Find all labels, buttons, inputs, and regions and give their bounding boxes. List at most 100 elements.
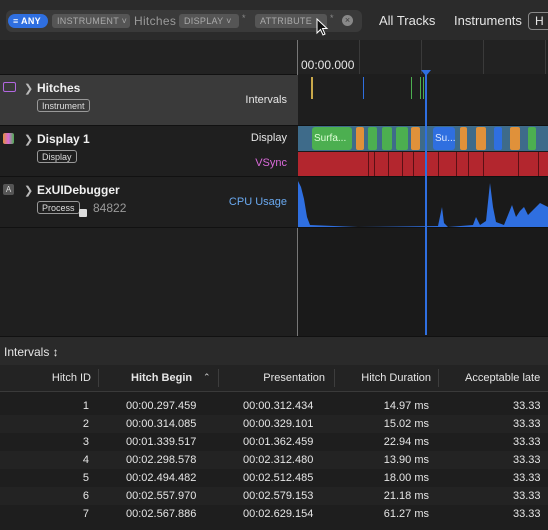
table-row[interactable]: 6 00:02.557.970 00:02.579.153 21.18 ms 33.33: [0, 487, 548, 505]
table-row[interactable]: 7 00:02.567.886 00:02.629.154 61.27 ms 33.33: [0, 505, 548, 523]
table-body: 1 00:00.297.459 00:00.312.434 14.97 ms 33.33…: [0, 392, 548, 530]
track-list-empty: [0, 228, 297, 336]
track-badge: Process: [37, 201, 80, 214]
tab-partial[interactable]: H: [528, 12, 548, 30]
hitches-timeline[interactable]: [298, 75, 548, 125]
app-icon: A: [3, 184, 14, 195]
cell-hitch-duration: 21.18 ms: [383, 490, 429, 502]
display-timeline[interactable]: Surfa... Su...: [298, 126, 548, 176]
mouse-pointer-icon: [316, 18, 329, 36]
cell-acceptable-latency: 33.33: [513, 490, 541, 502]
cell-hitch-begin: 00:02.494.482: [126, 472, 197, 484]
disclosure-chevron-icon[interactable]: ❯: [24, 134, 34, 146]
cell-hitch-duration: 15.02 ms: [383, 418, 429, 430]
cell-hitch-id: 4: [82, 454, 89, 466]
chevron-down-icon: ˅: [226, 16, 232, 26]
track-badge: Display: [37, 150, 77, 163]
cell-hitch-id: 2: [82, 418, 89, 430]
process-menu-icon[interactable]: [79, 209, 87, 217]
cell-hitch-id: 5: [82, 472, 89, 484]
cell-presentation: 00:02.512.485: [243, 472, 314, 484]
track-name: Display 1: [37, 132, 90, 146]
column-acceptable-latency[interactable]: Acceptable late: [465, 372, 541, 384]
vsync-lane: [298, 152, 548, 176]
cell-presentation: 00:02.629.154: [243, 508, 314, 520]
cpu-usage-timeline[interactable]: [298, 177, 548, 227]
cell-hitch-duration: 18.00 ms: [383, 472, 429, 484]
cell-presentation: 00:02.579.153: [243, 490, 314, 502]
cell-presentation: 00:01.362.459: [243, 436, 314, 448]
time-ruler[interactable]: 00:00.000: [297, 40, 548, 74]
table-row[interactable]: 2 00:00.314.085 00:00.329.101 15.02 ms 33.33: [0, 415, 548, 433]
cell-hitch-begin: 00:02.298.578: [126, 454, 197, 466]
cell-hitch-id: 1: [82, 400, 89, 412]
cell-hitch-id: 6: [82, 490, 89, 502]
column-hitch-id[interactable]: Hitch ID: [51, 372, 91, 384]
clear-icon[interactable]: ×: [342, 15, 353, 26]
cell-acceptable-latency: 33.33: [513, 508, 541, 520]
timeline-empty: [298, 228, 548, 336]
display-surface-block[interactable]: Su...: [433, 127, 455, 150]
display-surface-block[interactable]: Surfa...: [312, 127, 352, 150]
track-subtrack-label: Display: [250, 132, 287, 144]
track-hitches[interactable]: ❯ Hitches Instrument Intervals: [0, 75, 548, 126]
attribute-token[interactable]: ATTRIBUTE: [255, 14, 327, 28]
display-token[interactable]: DISPLAY ˅: [179, 14, 239, 28]
filter-icon: ≡: [13, 16, 19, 26]
tab-instruments[interactable]: Instruments: [454, 13, 522, 28]
track-name: Hitches: [37, 81, 81, 95]
display-icon: [3, 133, 14, 144]
disclosure-chevron-icon[interactable]: ❯: [24, 185, 34, 197]
process-pid: 84822: [93, 201, 127, 215]
cell-acceptable-latency: 33.33: [513, 454, 541, 466]
track-display[interactable]: ❯ Display 1 Display Display VSync Surfa.…: [0, 126, 548, 177]
cell-hitch-duration: 22.94 ms: [383, 436, 429, 448]
table-row[interactable]: 3 00:01.339.517 00:01.362.459 22.94 ms 33.33: [0, 433, 548, 451]
column-hitch-begin[interactable]: Hitch Begin: [131, 372, 193, 384]
cell-hitch-duration: 61.27 ms: [383, 508, 429, 520]
cell-acceptable-latency: 33.33: [513, 436, 541, 448]
track-hitches-label: ❯ Hitches Instrument Intervals: [0, 75, 297, 125]
disclosure-chevron-icon[interactable]: ❯: [24, 83, 34, 95]
table-row[interactable]: 4 00:02.298.578 00:02.312.480 13.90 ms 33.33: [0, 451, 548, 469]
cell-hitch-begin: 00:02.567.886: [126, 508, 197, 520]
cell-acceptable-latency: 33.33: [513, 418, 541, 430]
cell-hitch-duration: 13.90 ms: [383, 454, 429, 466]
tab-all-tracks[interactable]: All Tracks: [379, 13, 436, 28]
intervals-selector[interactable]: Intervals ↕: [4, 345, 59, 359]
track-process-label: A ❯ ExUIDebugger Process 84822 CPU Usage: [0, 177, 297, 227]
table-row[interactable]: 5 00:02.494.482 00:02.512.485 18.00 ms 33.33: [0, 469, 548, 487]
detail-panel-bar: Intervals ↕: [0, 336, 548, 366]
playhead[interactable]: [425, 70, 427, 335]
track-badge: Instrument: [37, 99, 90, 112]
cell-presentation: 00:00.312.434: [243, 400, 314, 412]
cell-hitch-id: 7: [82, 508, 89, 520]
playhead-handle-icon[interactable]: [421, 70, 431, 76]
filter-field[interactable]: ≡ ANY INSTRUMENT ˅ Hitches DISPLAY ˅ * A…: [6, 10, 362, 32]
column-presentation[interactable]: Presentation: [263, 372, 325, 384]
cell-hitch-begin: 00:00.297.459: [126, 400, 197, 412]
any-filter-token[interactable]: ≡ ANY: [8, 14, 48, 28]
table-row[interactable]: 1 00:00.297.459 00:00.312.434 14.97 ms 33.33: [0, 397, 548, 415]
wildcard-icon: *: [242, 13, 246, 23]
wildcard-icon: *: [330, 13, 334, 23]
chevron-down-icon: ˅: [121, 16, 128, 26]
column-hitch-duration[interactable]: Hitch Duration: [361, 372, 431, 384]
track-process[interactable]: A ❯ ExUIDebugger Process 84822 CPU Usage: [0, 177, 548, 228]
cell-hitch-begin: 00:01.339.517: [126, 436, 197, 448]
hitches-icon: [3, 82, 16, 92]
cell-presentation: 00:02.312.480: [243, 454, 314, 466]
toolbar: ≡ ANY INSTRUMENT ˅ Hitches DISPLAY ˅ * A…: [0, 0, 548, 41]
ruler-start-time: 00:00.000: [301, 58, 355, 72]
cell-hitch-duration: 14.97 ms: [383, 400, 429, 412]
sort-ascending-icon: ⌃: [203, 372, 211, 382]
instrument-value: Hitches: [134, 14, 177, 28]
cell-hitch-begin: 00:00.314.085: [126, 418, 197, 430]
track-subtrack-label: VSync: [255, 157, 287, 169]
cell-hitch-id: 3: [82, 436, 89, 448]
instrument-token[interactable]: INSTRUMENT ˅: [52, 14, 130, 28]
track-subtrack-label: Intervals: [245, 94, 287, 106]
cell-presentation: 00:00.329.101: [243, 418, 314, 430]
track-list-header: [0, 40, 297, 75]
cell-hitch-begin: 00:02.557.970: [126, 490, 197, 502]
